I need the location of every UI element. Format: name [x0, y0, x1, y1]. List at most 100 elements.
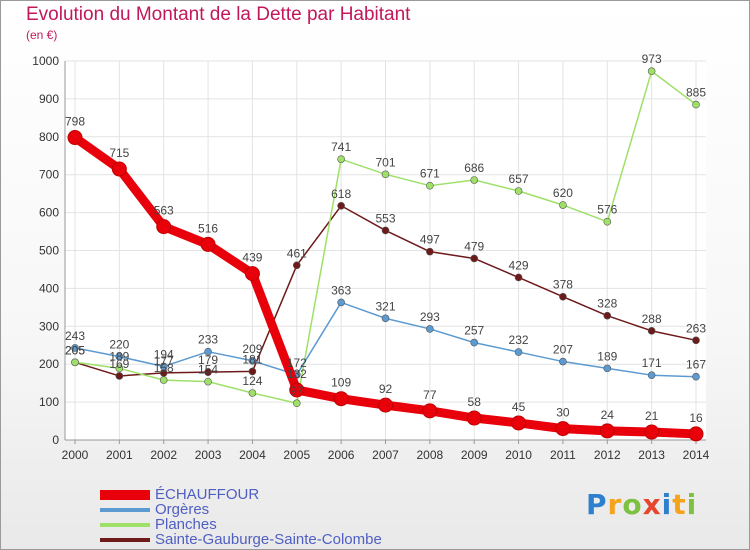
data-label: 233	[198, 333, 218, 347]
chart-axes: 0 100 200 300 400 500 600 700 800 900 1000 2000 2001…	[32, 54, 709, 462]
data-label: 288	[642, 312, 662, 326]
data-label: 172	[287, 356, 307, 370]
legend-label: Orgères	[155, 501, 210, 518]
data-label: 209	[242, 342, 262, 356]
y-tick-label: 200	[39, 357, 59, 371]
data-point	[514, 273, 523, 282]
data-label: 181	[242, 352, 262, 366]
legend-swatch	[100, 508, 150, 512]
data-label: 671	[420, 167, 440, 181]
data-point	[111, 161, 127, 177]
data-point	[115, 364, 124, 373]
data-label: 169	[109, 357, 129, 371]
data-point	[647, 327, 656, 335]
chart-series	[67, 67, 704, 442]
y-tick-label: 900	[39, 92, 59, 106]
legend-swatch	[100, 490, 150, 500]
y-tick-label: 400	[39, 281, 59, 295]
data-label: 257	[464, 324, 484, 338]
data-labels: 798 715 563 516 439 132 109 92 77 58 45 30 24 21 16 243…	[65, 52, 706, 425]
data-label: 263	[686, 321, 706, 335]
chart-subtitle: (en €)	[26, 28, 58, 42]
data-point	[426, 181, 434, 190]
data-label: 479	[464, 239, 484, 253]
data-point	[115, 372, 124, 380]
data-point	[115, 352, 124, 361]
legend-swatch	[100, 523, 150, 527]
data-label: 132	[287, 367, 307, 381]
data-label: 715	[109, 146, 129, 160]
data-point	[156, 219, 172, 235]
data-label: 194	[154, 347, 174, 361]
legend-item: Planches	[100, 516, 430, 533]
data-label: 378	[553, 278, 573, 292]
data-label: 321	[375, 299, 395, 313]
data-label: 439	[242, 251, 262, 265]
data-label: 109	[331, 376, 351, 390]
data-label: 77	[423, 388, 437, 402]
chart-grid	[65, 60, 706, 441]
chart-title: Evolution du Montant de la Dette par Hab…	[26, 4, 411, 25]
data-point	[422, 403, 438, 419]
x-tick-label: 2001	[106, 448, 133, 462]
data-label: 220	[109, 338, 129, 352]
data-point	[248, 356, 257, 365]
data-label: 58	[468, 395, 482, 409]
data-label: 363	[331, 283, 351, 297]
data-point	[603, 311, 612, 320]
data-point	[337, 298, 345, 307]
data-label: 158	[154, 361, 174, 375]
data-label: 167	[686, 358, 706, 372]
data-label: 177	[154, 354, 174, 368]
data-label: 97	[290, 384, 304, 398]
data-point	[244, 266, 260, 282]
data-label: 686	[464, 161, 484, 175]
data-label: 885	[686, 86, 706, 100]
data-point	[470, 338, 479, 347]
data-label: 576	[597, 203, 617, 217]
data-label: 618	[331, 187, 351, 201]
data-label: 154	[198, 363, 218, 377]
x-tick-label: 2006	[328, 448, 355, 462]
data-point	[292, 399, 301, 408]
y-tick-label: 1000	[32, 54, 59, 68]
legend-item: Orgères	[100, 501, 430, 518]
y-tick-label: 0	[52, 433, 59, 447]
data-point	[603, 364, 612, 373]
data-label: 516	[198, 221, 218, 235]
data-point	[204, 347, 212, 356]
legend-label: ÉCHAUFFOUR	[155, 486, 260, 503]
data-point	[381, 314, 390, 323]
data-label: 429	[509, 258, 529, 272]
legend-label: Sainte-Gauburge-Sainte-Colombe	[155, 531, 382, 548]
legend-item: ÉCHAUFFOUR	[100, 486, 430, 503]
y-tick-label: 800	[39, 130, 59, 144]
data-label: 620	[553, 186, 573, 200]
x-tick-label: 2002	[150, 448, 177, 462]
data-label: 45	[512, 400, 526, 414]
data-point	[381, 226, 390, 235]
data-label: 232	[509, 333, 529, 347]
data-point	[647, 371, 656, 379]
data-point	[599, 423, 615, 439]
y-tick-label: 600	[39, 206, 59, 220]
data-point	[559, 357, 567, 366]
data-point	[644, 424, 660, 440]
data-point	[470, 254, 479, 263]
data-point	[159, 376, 168, 384]
data-label: 24	[601, 408, 615, 422]
x-tick-label: 2005	[283, 448, 310, 462]
x-tick-label: 2010	[505, 448, 532, 462]
data-point	[381, 170, 390, 179]
data-point	[692, 372, 700, 381]
data-label: 563	[154, 204, 174, 218]
data-label: 30	[556, 406, 570, 420]
data-label: 179	[198, 353, 218, 367]
data-point	[200, 236, 216, 252]
data-point	[559, 292, 567, 301]
data-point	[555, 421, 571, 437]
data-point	[692, 100, 700, 109]
y-tick-label: 500	[39, 244, 59, 258]
data-point	[426, 325, 434, 333]
data-point	[559, 201, 567, 209]
